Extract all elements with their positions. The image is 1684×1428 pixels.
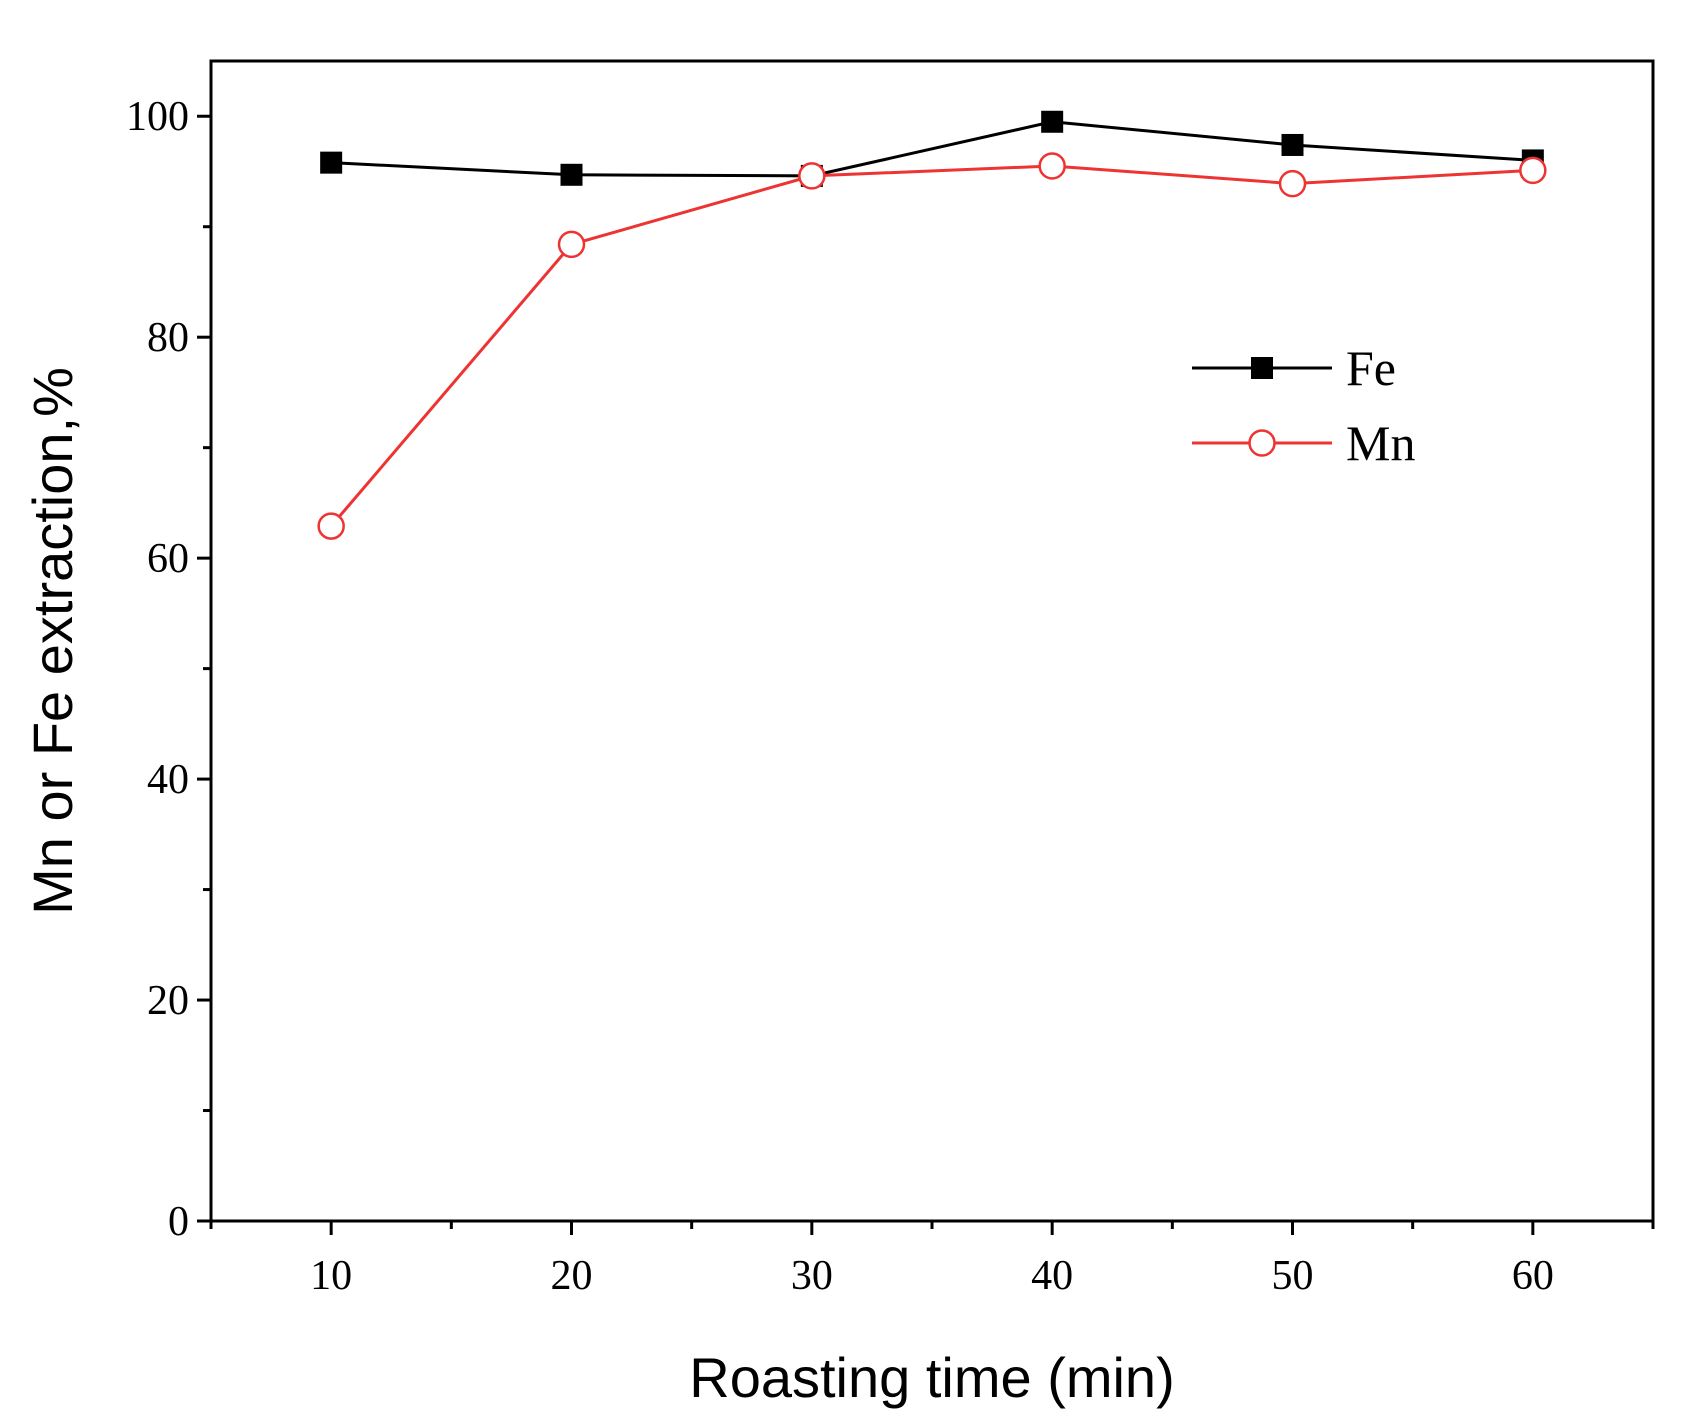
y-tick-label: 80 bbox=[147, 315, 189, 361]
x-tick-label: 30 bbox=[791, 1253, 833, 1299]
x-tick-label: 10 bbox=[310, 1253, 352, 1299]
data-point bbox=[317, 512, 345, 540]
y-axis-title: Mn or Fe extraction,% bbox=[21, 367, 84, 915]
y-tick-label: 100 bbox=[126, 94, 189, 140]
y-axis: 0 20 40 60 80 100 bbox=[126, 94, 211, 1245]
data-point bbox=[557, 230, 586, 259]
data-point bbox=[1519, 156, 1547, 185]
legend-item: Fe bbox=[1192, 340, 1396, 396]
x-tick-label: 50 bbox=[1272, 1253, 1314, 1299]
legend-label: Mn bbox=[1346, 415, 1415, 471]
x-axis: 10 20 30 40 50 60 bbox=[209, 1221, 1655, 1299]
y-tick-label: 40 bbox=[147, 757, 189, 803]
y-tick-label: 20 bbox=[147, 978, 189, 1024]
y-tick-label: 0 bbox=[168, 1199, 189, 1245]
plot-frame bbox=[209, 59, 1655, 1223]
x-axis-title: Roasting time (min) bbox=[689, 1346, 1174, 1409]
legend: Fe Mn bbox=[1192, 340, 1415, 471]
series-layer bbox=[317, 110, 1547, 540]
series-line bbox=[330, 164, 1533, 528]
series-mn bbox=[317, 152, 1547, 540]
data-point bbox=[560, 163, 583, 186]
x-tick-label: 20 bbox=[551, 1253, 593, 1299]
legend-item: Mn bbox=[1192, 415, 1415, 471]
legend-marker bbox=[1251, 357, 1273, 379]
data-point bbox=[1041, 110, 1064, 133]
data-point bbox=[798, 162, 826, 190]
data-point bbox=[1281, 133, 1304, 156]
y-tick-label: 60 bbox=[147, 536, 189, 582]
x-tick-label: 60 bbox=[1512, 1253, 1554, 1299]
legend-marker bbox=[1248, 429, 1276, 457]
legend-label: Fe bbox=[1346, 340, 1396, 396]
data-point bbox=[1278, 169, 1307, 198]
series-fe bbox=[320, 110, 1544, 187]
data-point bbox=[1038, 152, 1066, 180]
series-line bbox=[331, 120, 1533, 178]
data-point bbox=[320, 151, 343, 174]
x-tick-label: 40 bbox=[1031, 1253, 1073, 1299]
